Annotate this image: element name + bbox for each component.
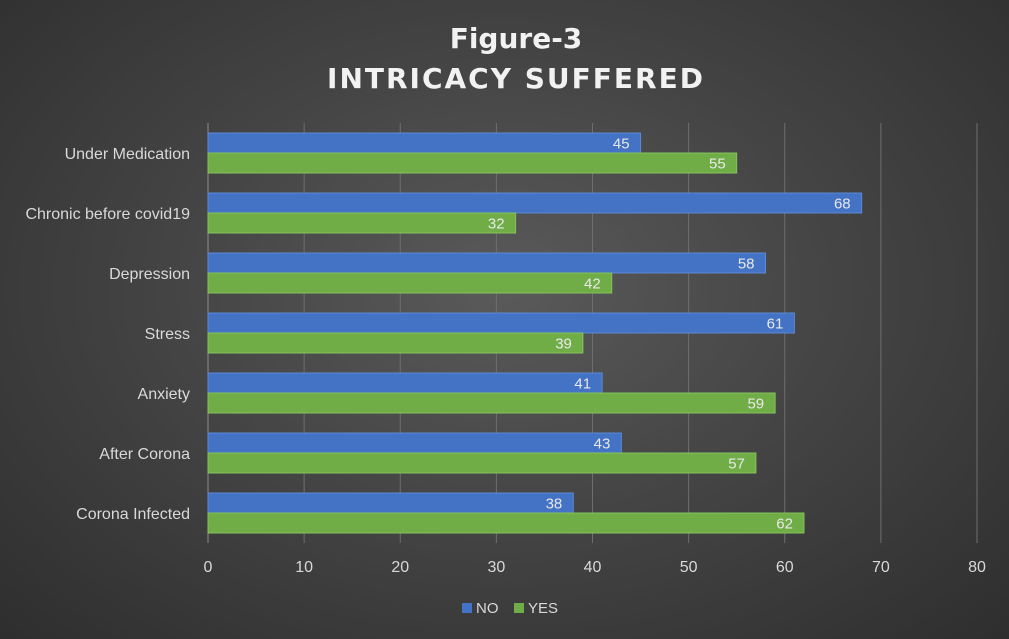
data-label-yes: 32	[488, 216, 505, 233]
tick-label-10: 10	[295, 559, 313, 576]
data-labels: 45 55 68 32 58 42 61 39 41 59 43 57 38 62	[488, 136, 851, 533]
data-label-yes: 59	[747, 396, 764, 413]
bar-no	[207, 372, 603, 394]
category-label: Corona Infected	[76, 506, 190, 523]
bar-yes	[207, 212, 517, 234]
bar-yes	[207, 512, 805, 534]
category-label: Chronic before covid19	[25, 206, 190, 223]
tick-label-70: 70	[872, 559, 890, 576]
category-axis: Under Medication Chronic before covid19 De…	[25, 146, 190, 523]
category-label: After Corona	[99, 446, 190, 463]
tick-label-30: 30	[487, 559, 505, 576]
tick-label-20: 20	[391, 559, 409, 576]
bar-yes	[207, 152, 738, 174]
bar-yes	[207, 332, 584, 354]
bar-yes	[207, 452, 757, 474]
chart-subtitle: INTRICACY SUFFERED	[327, 62, 705, 95]
data-label-yes: 55	[709, 156, 726, 173]
category-label: Anxiety	[138, 386, 190, 403]
tick-label-60: 60	[776, 559, 794, 576]
bar-yes	[207, 272, 613, 294]
data-label-no: 41	[574, 376, 591, 393]
legend-label-no: NO	[476, 600, 499, 617]
legend-label-yes: YES	[528, 600, 558, 617]
tick-label-40: 40	[584, 559, 602, 576]
chart-title: Figure-3	[450, 22, 583, 55]
value-axis: 0 10 20 30 40 50 60 70 80	[204, 559, 986, 576]
data-label-no: 61	[767, 316, 784, 333]
data-label-no: 45	[613, 136, 630, 153]
tick-label-50: 50	[680, 559, 698, 576]
bar-no	[207, 252, 767, 274]
data-label-yes: 57	[728, 456, 745, 473]
category-label: Under Medication	[65, 146, 190, 163]
legend: NO YES	[462, 600, 558, 617]
bars	[207, 132, 863, 534]
legend-swatch-yes	[514, 603, 524, 613]
tick-label-80: 80	[968, 559, 986, 576]
data-label-no: 58	[738, 256, 755, 273]
bar-no	[207, 192, 863, 214]
data-label-no: 38	[546, 496, 563, 513]
bar-yes	[207, 392, 776, 414]
data-label-yes: 62	[776, 516, 793, 533]
category-label: Stress	[145, 326, 190, 343]
data-label-yes: 42	[584, 276, 601, 293]
category-label: Depression	[109, 266, 190, 283]
bar-no	[207, 132, 642, 154]
bar-no	[207, 492, 574, 514]
bar-no	[207, 432, 622, 454]
data-label-no: 43	[594, 436, 611, 453]
legend-swatch-no	[462, 603, 472, 613]
tick-label-0: 0	[204, 559, 213, 576]
data-label-yes: 39	[555, 336, 572, 353]
bar-no	[207, 312, 795, 334]
data-label-no: 68	[834, 196, 851, 213]
